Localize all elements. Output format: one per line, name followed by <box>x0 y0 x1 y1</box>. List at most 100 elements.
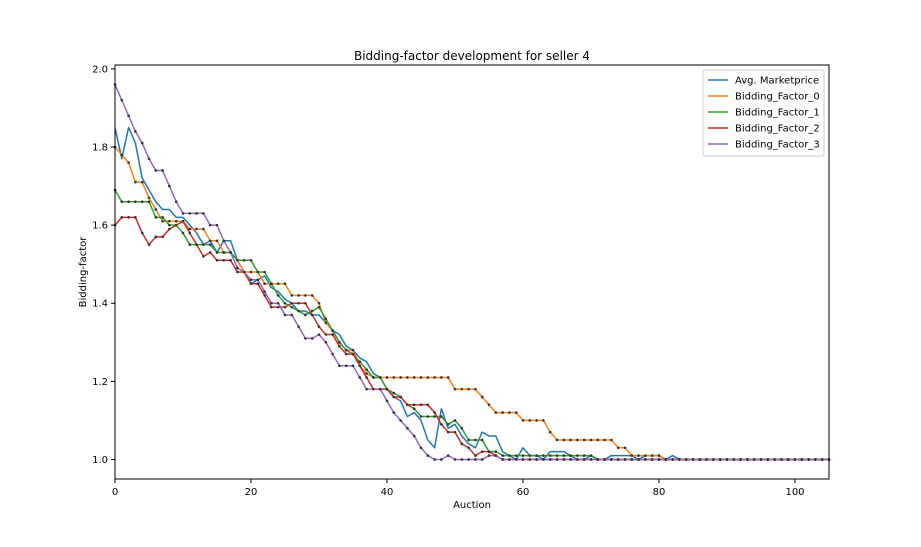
data-point-4-3 <box>134 130 137 133</box>
data-point-1-15 <box>215 239 219 243</box>
data-point-4-7 <box>161 169 164 172</box>
data-point-1-25 <box>283 282 287 286</box>
data-point-3-50 <box>453 430 457 434</box>
data-point-2-39 <box>378 376 382 379</box>
data-point-3-22 <box>263 294 266 297</box>
data-point-1-6 <box>154 208 158 211</box>
data-point-2-38 <box>372 376 375 379</box>
data-point-1-51 <box>460 387 464 391</box>
data-point-2-11 <box>188 243 192 246</box>
x-tick-label-5: 100 <box>785 487 804 498</box>
data-point-4-103 <box>814 458 817 461</box>
data-point-2-10 <box>181 231 185 235</box>
data-point-4-74 <box>616 458 620 461</box>
data-point-2-65 <box>555 454 559 457</box>
data-point-3-52 <box>467 446 470 450</box>
data-point-4-24 <box>276 301 280 305</box>
data-point-2-5 <box>147 200 151 203</box>
data-point-2-41 <box>392 391 396 395</box>
data-point-4-23 <box>270 301 273 305</box>
data-point-2-31 <box>324 317 328 321</box>
data-point-3-29 <box>310 313 314 317</box>
data-point-2-23 <box>270 282 273 286</box>
data-point-4-57 <box>501 458 504 461</box>
data-point-4-14 <box>208 223 212 227</box>
data-point-2-70 <box>589 454 593 457</box>
data-point-3-42 <box>399 395 402 399</box>
y-axis: 1.0 1.2 1.4 1.6 1.8 2.0 <box>92 64 115 466</box>
y-tick-label-2: 1.4 <box>92 299 108 310</box>
data-point-4-87 <box>705 458 708 461</box>
data-point-3-45 <box>419 403 423 407</box>
data-point-4-15 <box>215 223 219 227</box>
data-point-1-40 <box>385 376 389 379</box>
data-point-3-27 <box>297 301 300 305</box>
data-point-1-26 <box>290 294 294 297</box>
data-point-1-55 <box>487 403 491 407</box>
data-point-3-6 <box>154 235 158 239</box>
data-point-4-90 <box>725 458 729 461</box>
data-point-3-53 <box>474 454 477 457</box>
data-point-4-52 <box>467 458 470 461</box>
data-point-3-46 <box>426 403 430 407</box>
series-line-0 <box>114 126 829 461</box>
data-point-4-70 <box>589 458 593 461</box>
data-point-1-58 <box>508 411 511 414</box>
data-point-1-31 <box>324 321 328 325</box>
y-tick-label-3: 1.6 <box>92 221 108 232</box>
data-point-4-104 <box>820 458 824 461</box>
data-point-2-62 <box>535 454 538 457</box>
data-point-2-47 <box>433 415 436 418</box>
data-point-1-4 <box>140 180 144 184</box>
data-point-1-53 <box>474 387 477 391</box>
series-4 <box>113 83 831 461</box>
data-point-4-33 <box>338 364 341 368</box>
data-point-2-54 <box>480 438 484 442</box>
data-point-4-85 <box>691 458 695 461</box>
data-point-3-20 <box>249 282 253 286</box>
data-point-3-3 <box>134 216 137 219</box>
data-point-3-26 <box>290 301 294 305</box>
data-point-4-40 <box>385 399 389 403</box>
data-point-1-24 <box>276 282 280 286</box>
data-point-2-57 <box>501 454 504 457</box>
data-point-2-68 <box>576 454 579 457</box>
legend-label-1: Bidding_Factor_0 <box>735 92 820 103</box>
data-point-4-11 <box>188 212 192 215</box>
data-point-2-25 <box>283 301 287 305</box>
data-point-4-96 <box>766 458 770 461</box>
data-point-4-82 <box>671 458 674 461</box>
data-point-1-65 <box>555 438 559 442</box>
data-point-4-81 <box>664 458 668 461</box>
data-point-2-13 <box>202 243 205 246</box>
data-point-4-55 <box>487 454 491 457</box>
data-point-4-30 <box>317 333 321 336</box>
data-point-3-4 <box>140 231 144 235</box>
data-point-4-4 <box>140 141 144 145</box>
y-tick-label-0: 1.0 <box>92 455 108 466</box>
data-point-1-11 <box>188 227 192 231</box>
data-point-4-49 <box>446 454 450 457</box>
legend-label-2: Bidding_Factor_1 <box>735 108 820 119</box>
x-tick-label-2: 40 <box>381 487 394 498</box>
data-point-1-74 <box>616 446 620 450</box>
data-point-3-55 <box>487 450 491 453</box>
data-point-4-54 <box>480 458 484 461</box>
data-point-4-13 <box>202 212 205 215</box>
data-point-2-53 <box>474 438 477 442</box>
data-point-1-13 <box>202 227 205 231</box>
data-point-1-37 <box>365 372 368 375</box>
data-point-2-60 <box>521 454 525 457</box>
data-point-3-14 <box>208 251 212 254</box>
data-point-1-46 <box>426 376 430 379</box>
data-point-1-35 <box>351 348 355 352</box>
data-point-1-44 <box>412 376 416 379</box>
data-point-3-24 <box>276 305 280 309</box>
series-line-3 <box>114 216 829 461</box>
data-point-1-79 <box>650 454 654 457</box>
data-point-3-51 <box>460 442 464 446</box>
data-point-2-67 <box>569 454 572 457</box>
x-tick-label-1: 20 <box>245 487 258 498</box>
data-point-3-32 <box>331 333 334 336</box>
data-point-2-4 <box>140 200 144 203</box>
